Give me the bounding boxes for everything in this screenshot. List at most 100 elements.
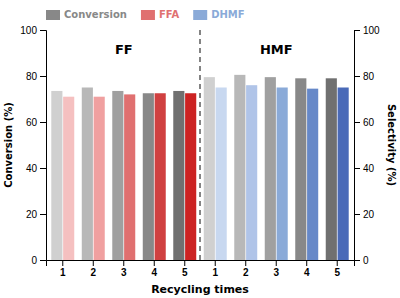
- bar: [265, 77, 276, 260]
- tick: 4: [151, 260, 157, 278]
- tick: 1: [212, 260, 218, 278]
- bar: [326, 78, 337, 260]
- legend-item: Conversion: [46, 9, 127, 20]
- tick: 100: [354, 25, 380, 36]
- tick-label: 40: [26, 163, 38, 174]
- bar: [51, 91, 62, 260]
- bar: [155, 93, 166, 260]
- bar: [277, 88, 288, 261]
- tick-mark: [354, 30, 360, 31]
- tick: 5: [334, 260, 340, 278]
- tick-label: 100: [363, 25, 380, 36]
- tick-mark: [354, 260, 360, 261]
- tick-mark: [62, 260, 63, 266]
- bar: [185, 93, 196, 260]
- tick: 3: [121, 260, 127, 278]
- legend-swatch: [193, 10, 207, 20]
- tick-mark: [354, 214, 360, 215]
- tick-label: 20: [363, 209, 375, 220]
- legend-item: FFA: [141, 9, 180, 20]
- bar: [295, 78, 306, 260]
- tick-label: 1: [60, 267, 66, 278]
- tick-mark: [40, 260, 46, 261]
- marks: [51, 30, 348, 260]
- bar-series: [51, 75, 337, 260]
- legend: Conversion FFA DHMF: [46, 9, 245, 20]
- legend-swatch: [46, 10, 60, 20]
- tick-label: 40: [363, 163, 375, 174]
- bar: [338, 88, 349, 261]
- tick-mark: [40, 214, 46, 215]
- bar: [173, 91, 184, 260]
- tick-label: 4: [151, 267, 157, 278]
- axis-line: [40, 31, 47, 261]
- tick-label: 4: [304, 267, 310, 278]
- bar: [112, 91, 123, 260]
- tick: 40: [354, 163, 375, 174]
- tick-label: 100: [20, 25, 37, 36]
- tick: 80: [26, 71, 46, 82]
- tick-mark: [93, 260, 94, 266]
- tick: 20: [354, 209, 375, 220]
- x-axis: 1 2 3 4 5 1 2 3 4 5: [47, 260, 355, 278]
- tick-label: 1: [212, 267, 218, 278]
- tick: 20: [26, 209, 46, 220]
- legend-label: DHMF: [211, 9, 244, 20]
- tick-label: 80: [363, 71, 375, 82]
- legend-label: FFA: [159, 9, 180, 20]
- tick: 2: [90, 260, 96, 278]
- plot: FFHMF1234512345020406080100020406080100R…: [3, 25, 397, 296]
- tick-label: 2: [90, 267, 96, 278]
- tick-label: 0: [363, 255, 369, 266]
- tick-mark: [245, 260, 246, 266]
- y2-axis-title: Selectivity (%): [386, 104, 397, 186]
- bar: [94, 97, 105, 260]
- bar: [246, 85, 257, 260]
- tick: 60: [354, 117, 375, 128]
- tick-mark: [154, 260, 155, 266]
- axis-line: [355, 31, 361, 261]
- tick: 5: [182, 260, 188, 278]
- tick-mark: [306, 260, 307, 266]
- tick-label: 3: [121, 267, 127, 278]
- tick-mark: [215, 260, 216, 266]
- tick: 2: [243, 260, 249, 278]
- tick-label: 3: [273, 267, 279, 278]
- tick: 3: [273, 260, 279, 278]
- tick: 80: [354, 71, 375, 82]
- tick-mark: [354, 76, 360, 77]
- tick: 60: [26, 117, 46, 128]
- tick-mark: [123, 260, 124, 266]
- tick-mark: [40, 168, 46, 169]
- tick-mark: [40, 122, 46, 123]
- legend-swatch: [141, 10, 155, 20]
- bar: [143, 93, 154, 260]
- tick-label: 20: [26, 209, 38, 220]
- tick-label: 5: [182, 267, 188, 278]
- y-axis-title: Conversion (%): [3, 102, 14, 188]
- bar: [124, 94, 135, 260]
- axis-line: [47, 261, 355, 267]
- chart: FFHMF1234512345020406080100020406080100R…: [0, 0, 400, 298]
- tick: 40: [26, 163, 46, 174]
- tick: 1: [60, 260, 66, 278]
- tick: 0: [31, 255, 46, 266]
- annotation: HMF: [260, 42, 293, 57]
- tick: 4: [304, 260, 310, 278]
- legend-item: DHMF: [193, 9, 244, 20]
- x-axis-title: Recycling times: [151, 283, 249, 296]
- tick-label: 2: [243, 267, 249, 278]
- tick: 0: [354, 255, 369, 266]
- tick-mark: [354, 122, 360, 123]
- tick: 100: [20, 25, 46, 36]
- legend-label: Conversion: [64, 9, 127, 20]
- bar: [234, 75, 245, 260]
- y-axis: 0 20 40 60 80 100: [20, 25, 46, 266]
- tick-mark: [354, 168, 360, 169]
- bar-series: [216, 85, 349, 260]
- y2-axis: 0 20 40 60 80 100: [354, 25, 380, 266]
- tick-label: 60: [26, 117, 38, 128]
- tick-label: 0: [31, 255, 37, 266]
- tick-mark: [40, 76, 46, 77]
- tick-mark: [40, 30, 46, 31]
